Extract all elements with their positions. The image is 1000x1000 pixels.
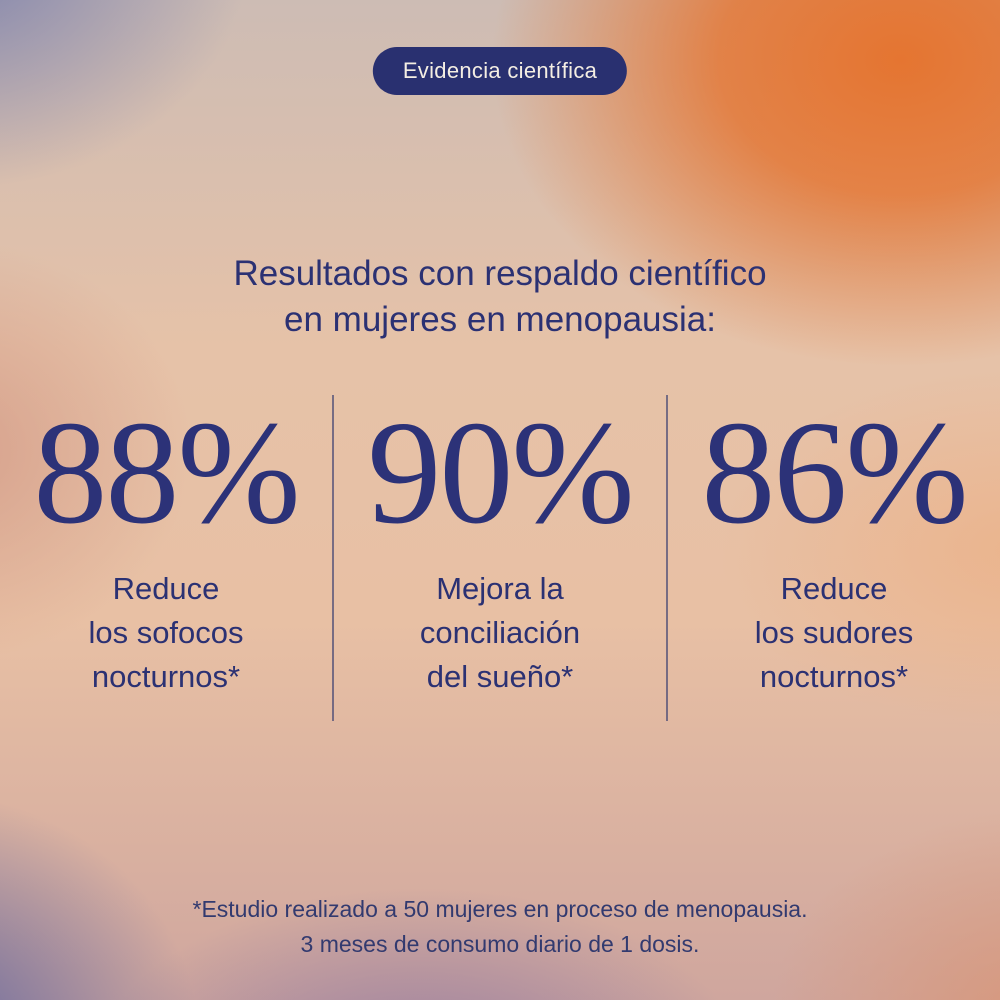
stat-hot-flashes-label-line-3: nocturnos* — [91, 659, 241, 695]
stat-night-sweats-label: Reduce los sudores nocturnos* — [755, 567, 914, 699]
stat-sleep-onset: 90% Mejora la conciliación del sueño* — [334, 395, 666, 721]
page-title-line-2: en mujeres en menopausia: — [284, 300, 716, 340]
stat-hot-flashes-label: Reduce los sofocos nocturnos* — [88, 567, 243, 699]
page-title-line-1: Resultados con respaldo científico — [233, 254, 767, 293]
study-footnote-line-2: 3 meses de consumo diario de 1 dosis. — [300, 930, 700, 957]
stat-sleep-onset-value: 90% — [367, 391, 634, 555]
evidence-badge: Evidencia científica — [372, 47, 628, 95]
study-footnote-line-1: *Estudio realizado a 50 mujeres en proce… — [192, 896, 808, 922]
stat-night-sweats: 86% Reduce los sudores nocturnos* — [668, 395, 1000, 721]
stat-night-sweats-label-line-1: Reduce — [780, 571, 888, 606]
stat-sleep-onset-label-line-1: Mejora la — [436, 571, 564, 606]
stat-hot-flashes-label-line-2: los sofocos — [88, 615, 244, 651]
stat-sleep-onset-label-line-3: del sueño* — [426, 659, 574, 695]
page-title: Resultados con respaldo científico en mu… — [0, 251, 1000, 343]
stat-hot-flashes-label-line-1: Reduce — [112, 571, 220, 606]
stat-divider-right — [666, 395, 668, 721]
evidence-badge-label: Evidencia científica — [402, 58, 598, 83]
stat-sleep-onset-label: Mejora la conciliación del sueño* — [420, 567, 580, 699]
stat-night-sweats-label-line-3: nocturnos* — [759, 659, 909, 695]
stats-row: 88% Reduce los sofocos nocturnos* 90% Me… — [0, 395, 1000, 721]
stat-night-sweats-label-line-2: los sudores — [754, 615, 914, 651]
stat-divider-left — [332, 395, 334, 721]
study-footnote: *Estudio realizado a 50 mujeres en proce… — [0, 892, 1000, 961]
stat-night-sweats-value: 86% — [701, 391, 968, 555]
stat-sleep-onset-label-line-2: conciliación — [419, 615, 581, 651]
stat-hot-flashes: 88% Reduce los sofocos nocturnos* — [0, 395, 332, 721]
stat-hot-flashes-value: 88% — [33, 391, 300, 555]
